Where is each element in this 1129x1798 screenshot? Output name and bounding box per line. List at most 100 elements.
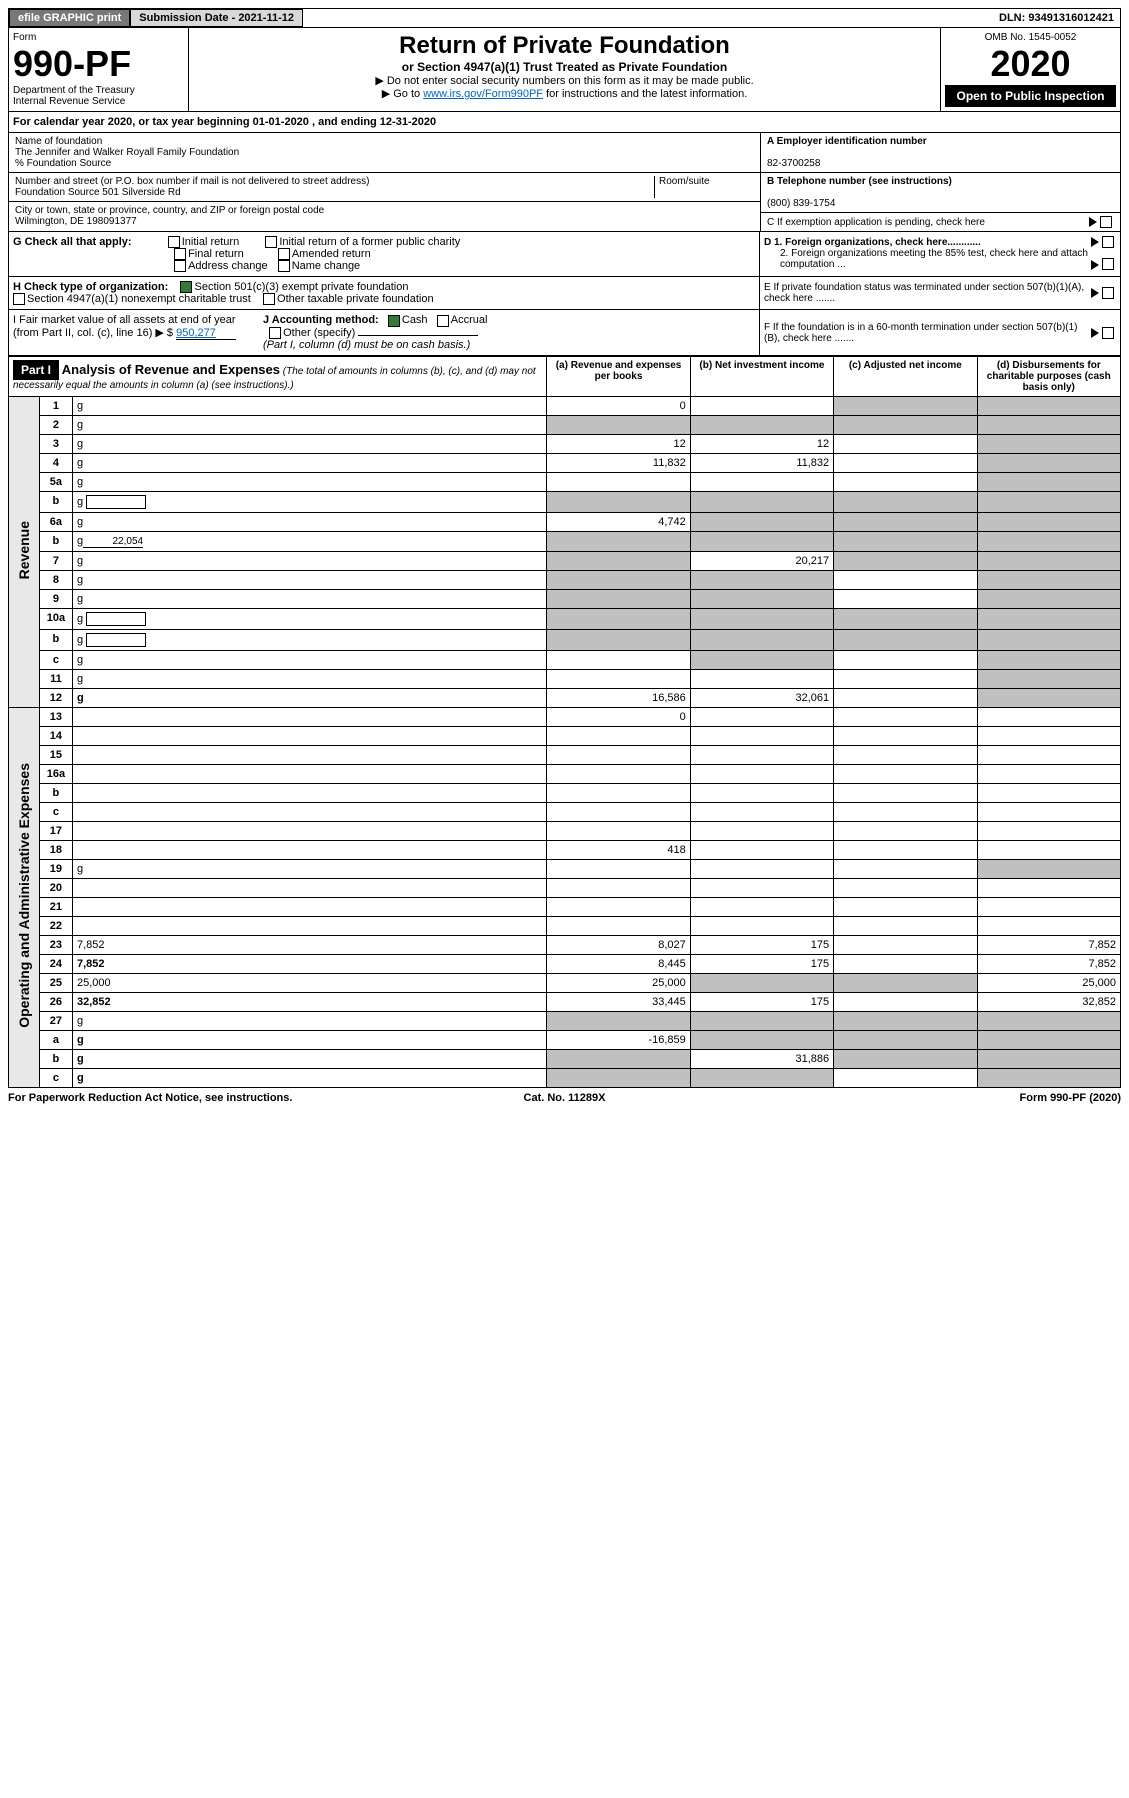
accrual-checkbox[interactable] <box>437 315 449 327</box>
cell-c <box>834 878 977 897</box>
exemption-checkbox[interactable] <box>1100 216 1112 228</box>
line-description: g <box>72 1011 546 1030</box>
cell-d <box>977 726 1120 745</box>
final-return-checkbox[interactable] <box>174 248 186 260</box>
line-description: g <box>72 453 546 472</box>
page-footer: For Paperwork Reduction Act Notice, see … <box>8 1088 1121 1108</box>
initial-return-former-checkbox[interactable] <box>265 236 277 248</box>
cell-b <box>690 859 833 878</box>
501c3-checkbox[interactable] <box>180 281 192 293</box>
form-note2: ▶ Go to www.irs.gov/Form990PF for instru… <box>193 87 936 100</box>
line-number: 21 <box>39 897 72 916</box>
irs-label: Internal Revenue Service <box>13 96 184 107</box>
cell-a <box>547 859 690 878</box>
d2-checkbox[interactable] <box>1102 258 1114 270</box>
cell-a <box>547 491 690 512</box>
line-description <box>72 783 546 802</box>
col-b-header: (b) Net investment income <box>690 356 833 396</box>
cell-b <box>690 802 833 821</box>
table-row: 7g20,217 <box>9 551 1121 570</box>
cell-c <box>834 707 977 726</box>
other-method-checkbox[interactable] <box>269 327 281 339</box>
cell-d <box>977 396 1120 415</box>
cell-b <box>690 589 833 608</box>
cell-b <box>690 570 833 589</box>
sub-input[interactable] <box>86 612 146 626</box>
cell-c <box>834 629 977 650</box>
cell-c <box>834 472 977 491</box>
cell-d <box>977 840 1120 859</box>
table-row: 6ag4,742 <box>9 512 1121 531</box>
line-description: 32,852 <box>72 992 546 1011</box>
cell-c <box>834 840 977 859</box>
cash-checkbox[interactable] <box>388 315 400 327</box>
table-row: 14 <box>9 726 1121 745</box>
line-description <box>72 802 546 821</box>
address: Foundation Source 501 Silverside Rd <box>15 187 654 198</box>
line-number: 1 <box>39 396 72 415</box>
4947a1-checkbox[interactable] <box>13 293 25 305</box>
cell-a: -16,859 <box>547 1030 690 1049</box>
cell-a: 16,586 <box>547 688 690 707</box>
line-number: 16a <box>39 764 72 783</box>
cell-a: 8,027 <box>547 935 690 954</box>
cell-b <box>690 783 833 802</box>
addr-label: Number and street (or P.O. box number if… <box>15 176 654 187</box>
tax-year: 2020 <box>945 43 1116 85</box>
address-change-checkbox[interactable] <box>174 260 186 272</box>
section-f: F If the foundation is in a 60-month ter… <box>760 310 1120 354</box>
table-row: 27g <box>9 1011 1121 1030</box>
section-e: E If private foundation status was termi… <box>760 277 1120 309</box>
irs-link[interactable]: www.irs.gov/Form990PF <box>423 88 543 100</box>
amended-return-checkbox[interactable] <box>278 248 290 260</box>
line-number: 20 <box>39 878 72 897</box>
cell-d <box>977 472 1120 491</box>
name-change-checkbox[interactable] <box>278 260 290 272</box>
cell-d <box>977 688 1120 707</box>
sub-input[interactable] <box>86 495 146 509</box>
cell-c <box>834 396 977 415</box>
cell-c <box>834 650 977 669</box>
initial-return-checkbox[interactable] <box>168 236 180 248</box>
line-description <box>72 707 546 726</box>
cell-c <box>834 434 977 453</box>
sub-input[interactable] <box>86 633 146 647</box>
cell-a <box>547 415 690 434</box>
e-checkbox[interactable] <box>1102 287 1114 299</box>
fmv-value[interactable]: 950,277 <box>176 327 236 340</box>
line-description: g <box>72 608 546 629</box>
section-h: H Check type of organization: Section 50… <box>9 277 760 309</box>
cell-c <box>834 1030 977 1049</box>
cell-c <box>834 531 977 551</box>
line-description <box>72 840 546 859</box>
footer-right: Form 990-PF (2020) <box>750 1092 1121 1104</box>
d1-checkbox[interactable] <box>1102 236 1114 248</box>
table-row: 8g <box>9 570 1121 589</box>
cell-c <box>834 802 977 821</box>
line-description <box>72 726 546 745</box>
cell-c <box>834 973 977 992</box>
cell-d <box>977 897 1120 916</box>
table-row: 2525,00025,00025,000 <box>9 973 1121 992</box>
cell-d <box>977 802 1120 821</box>
efile-button[interactable]: efile GRAPHIC print <box>9 9 130 27</box>
cell-b <box>690 415 833 434</box>
line-number: 9 <box>39 589 72 608</box>
f-checkbox[interactable] <box>1102 327 1114 339</box>
table-row: c <box>9 802 1121 821</box>
cell-c <box>834 491 977 512</box>
cell-b <box>690 726 833 745</box>
cell-b <box>690 840 833 859</box>
cell-c <box>834 1049 977 1068</box>
other-taxable-checkbox[interactable] <box>263 293 275 305</box>
table-row: 19g <box>9 859 1121 878</box>
cell-c <box>834 512 977 531</box>
cell-a <box>547 1068 690 1087</box>
cell-d <box>977 1068 1120 1087</box>
cell-b: 175 <box>690 992 833 1011</box>
room-suite-label: Room/suite <box>654 176 754 198</box>
cell-b <box>690 629 833 650</box>
cell-a <box>547 551 690 570</box>
phone-label: B Telephone number (see instructions) <box>767 176 952 187</box>
line-description: g <box>72 688 546 707</box>
